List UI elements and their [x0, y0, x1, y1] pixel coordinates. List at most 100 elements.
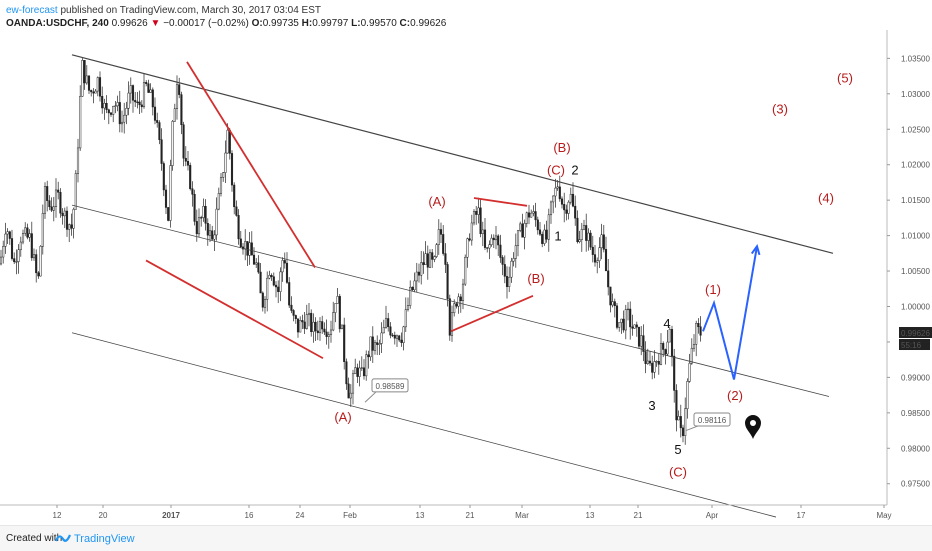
- footer-bar: Created with TradingView: [0, 525, 932, 551]
- candle-body: [497, 235, 500, 246]
- candle-body: [307, 312, 311, 315]
- y-tick-label: 0.98500: [901, 409, 930, 418]
- x-tick-label: 16: [245, 511, 254, 520]
- wave-label: (5): [837, 71, 853, 86]
- candle-body: [367, 354, 370, 358]
- tradingview-link[interactable]: TradingView: [74, 533, 135, 545]
- candle-body: [402, 326, 405, 343]
- candle-body: [65, 210, 69, 230]
- red-trend-line: [145, 259, 324, 360]
- symbol-label: OANDA:USDCHF, 240: [6, 18, 109, 29]
- candle-body: [226, 129, 229, 154]
- callout-pointer: [685, 425, 699, 432]
- candle-body: [123, 114, 126, 123]
- candle-body: [516, 230, 520, 246]
- candle-body: [633, 324, 636, 329]
- candle-body: [695, 323, 698, 345]
- x-tick-label: May: [876, 511, 891, 520]
- candle-body: [8, 231, 11, 239]
- candle-body: [43, 186, 47, 214]
- candle-body: [525, 212, 528, 224]
- candle-body: [153, 106, 157, 121]
- channel-upper-line: [71, 54, 834, 254]
- candle-body: [81, 60, 84, 97]
- candle-body: [230, 153, 234, 186]
- candle-body: [316, 330, 319, 334]
- candle-body: [270, 275, 273, 277]
- candle-body: [105, 102, 108, 110]
- x-tick-label: 12: [53, 511, 62, 520]
- y-tick-label: 1.00500: [901, 267, 930, 276]
- candle-body: [325, 331, 328, 337]
- candle-body: [268, 275, 271, 279]
- candle-body: [288, 282, 291, 306]
- candle-body: [142, 82, 146, 108]
- candle-body: [215, 208, 218, 236]
- wave-label: 4: [663, 316, 670, 331]
- candle-body: [310, 312, 313, 332]
- candle-body: [499, 244, 502, 258]
- y-tick-label: 1.02000: [901, 161, 930, 170]
- candle-body: [120, 121, 124, 125]
- candle-body: [129, 85, 132, 94]
- candle-body: [281, 260, 284, 273]
- candle-body: [635, 324, 638, 328]
- candle-body: [681, 427, 685, 436]
- candle-body: [618, 322, 621, 328]
- candle-body: [585, 225, 588, 241]
- candle-body: [10, 238, 14, 259]
- candle-body: [48, 200, 51, 208]
- candle-body: [136, 101, 139, 103]
- callout-pointer: [364, 391, 377, 403]
- candle-body: [527, 212, 531, 218]
- candle-body: [261, 292, 264, 308]
- candle-body: [252, 254, 256, 265]
- wave-label: (3): [772, 102, 788, 117]
- candle-body: [21, 232, 25, 243]
- candle-body: [39, 246, 42, 277]
- candle-body: [237, 215, 240, 240]
- axes: 1.03500 1.03000 1.02500 1.02000 1.01500 1.010…: [0, 30, 932, 520]
- candle-body: [587, 232, 590, 241]
- candle-body: [28, 233, 31, 238]
- candle-body: [345, 361, 348, 385]
- candle-body: [365, 354, 368, 377]
- candle-body: [112, 105, 115, 115]
- red-trend-line: [473, 197, 528, 207]
- candle-body: [631, 326, 634, 329]
- candle-body: [668, 329, 671, 343]
- candle-body: [688, 362, 691, 382]
- price-callout-label: 0.98589: [376, 382, 405, 391]
- candle-body: [560, 198, 564, 205]
- candle-body: [424, 253, 427, 265]
- candle-body: [519, 223, 522, 231]
- candle-body: [455, 303, 458, 307]
- candle-body: [277, 286, 280, 292]
- candle-body: [349, 392, 352, 399]
- countdown-tag: [899, 339, 930, 351]
- candle-body: [109, 112, 113, 115]
- candle-body: [83, 60, 86, 84]
- candle-body: [37, 272, 40, 277]
- candle-body: [433, 256, 436, 260]
- high-label: H:: [301, 18, 313, 29]
- candle-body: [648, 360, 652, 364]
- candle-body: [503, 264, 506, 277]
- candle-body: [620, 318, 623, 323]
- author-name[interactable]: ew-forecast: [6, 5, 58, 16]
- candle-body: [479, 207, 482, 234]
- candle-body: [541, 233, 544, 244]
- candle-body: [657, 361, 660, 365]
- candle-body: [68, 224, 71, 230]
- candle-body: [147, 83, 150, 93]
- wave-label: (A): [334, 409, 351, 424]
- y-tick-label: 0.97500: [901, 480, 930, 489]
- y-tick-label: 1.02500: [901, 125, 930, 134]
- candle-body: [642, 335, 645, 352]
- candle-body: [266, 277, 269, 300]
- candle-body: [24, 227, 27, 234]
- candle-body: [61, 212, 64, 217]
- candle-body: [545, 229, 548, 240]
- candle-body: [565, 209, 568, 214]
